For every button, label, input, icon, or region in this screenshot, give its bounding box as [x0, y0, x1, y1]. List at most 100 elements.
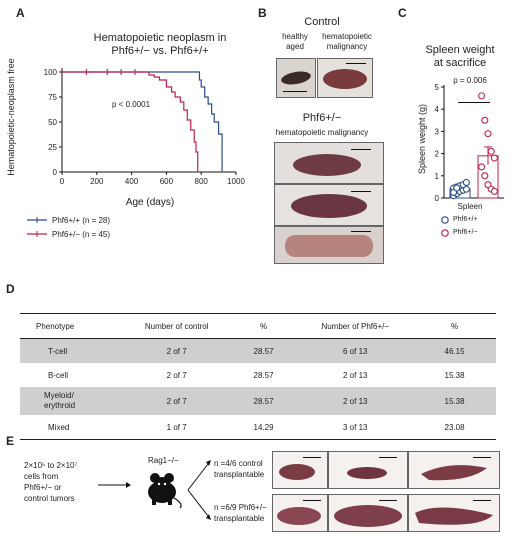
- data-point: [490, 154, 498, 162]
- malig-label-line: malignancy: [326, 42, 368, 51]
- scale-bar: [351, 191, 371, 192]
- cell-source-text: 2×10⁵ to 2×10⁷ cells from Phf6+/− or con…: [24, 460, 77, 504]
- arrow-to-mouse-icon: [98, 482, 131, 488]
- cell-phenotype-line: erythroid: [44, 401, 76, 410]
- cell-het: 2 of 13: [297, 387, 414, 415]
- data-point: [490, 187, 498, 195]
- scale-bar: [351, 149, 371, 150]
- table-row: Myeloid/ erythroid 2 of 7 28.57 2 of 13 …: [20, 387, 496, 415]
- scale-bar: [283, 91, 307, 92]
- data-point: [462, 178, 470, 187]
- cell-phenotype-line: Myeloid/: [44, 391, 74, 400]
- cell-phenotype: Myeloid/ erythroid: [20, 387, 124, 415]
- cell-source-line: control tumors: [24, 494, 75, 503]
- header-pct2: %: [413, 313, 496, 339]
- data-point: [453, 184, 461, 192]
- phenotype-table: Phenotype Number of control % Number of …: [20, 313, 496, 440]
- cell-control: 2 of 7: [123, 387, 230, 415]
- control-malignant-spleen-photo: [317, 58, 373, 98]
- scale-bar: [303, 457, 321, 458]
- malig-label-line: hematopoietic: [322, 32, 372, 41]
- panel-a-label: A: [16, 6, 25, 20]
- cell-control: 2 of 7: [123, 338, 230, 363]
- data-point: [481, 172, 489, 180]
- spleen-chart-title: Spleen weight at sacrifice: [410, 44, 510, 70]
- data-point: [484, 130, 492, 138]
- scale-bar: [303, 500, 321, 501]
- het-subtitle: hematopoietic malignancy: [275, 128, 369, 137]
- km-title-line2: Phf6+/− vs. Phf6+/+: [111, 45, 209, 57]
- km-legend-label: Phf6+/+ (n = 28): [52, 215, 111, 225]
- km-title: Hematopoietic neoplasm in Phf6+/− vs. Ph…: [60, 32, 260, 58]
- het-spleen-photo-2: [274, 184, 384, 226]
- transplant-control-spleen-3: [408, 451, 500, 489]
- km-legend-label: Phf6+/− (n = 45): [52, 229, 111, 239]
- table-row: B-cell 2 of 7 28.57 2 of 13 15.38: [20, 363, 496, 387]
- cell-pct1: 28.57: [253, 370, 274, 380]
- panel-b-label: B: [258, 6, 267, 20]
- cell-control: 2 of 7: [166, 370, 187, 380]
- data-point: [478, 163, 486, 171]
- header-control: Number of control: [123, 313, 230, 339]
- cell-pct1: 28.57: [229, 387, 298, 415]
- cell-het: 6 of 13: [297, 338, 414, 363]
- y-tick-label: 3: [435, 127, 440, 136]
- y-tick-label: 50: [48, 118, 57, 127]
- x-tick-label: 600: [160, 177, 174, 186]
- km-title-line1: Hematopoietic neoplasm in: [93, 32, 227, 44]
- cell-het: 2 of 13: [343, 370, 368, 380]
- cell-pct2: 15.38: [444, 370, 465, 380]
- scale-bar: [379, 500, 397, 501]
- panel-d-label: D: [6, 282, 15, 296]
- x-tick-label: 400: [125, 177, 139, 186]
- y-tick-label: 2: [435, 150, 440, 159]
- km-legend-swatch: [27, 217, 47, 223]
- y-tick-label: 0: [435, 194, 440, 203]
- result-line: transplantable: [214, 470, 265, 479]
- y-tick-label: 5: [435, 83, 440, 92]
- het-transplant-result: n =6/9 Phf6+/− transplantable: [214, 502, 267, 524]
- km-legend-item: Phf6+/+ (n = 28): [26, 214, 110, 226]
- healthy-label-line: healthy: [282, 32, 308, 41]
- data-point: [478, 92, 486, 100]
- transplant-het-spleen-2: [328, 494, 408, 532]
- km-legend: Phf6+/+ (n = 28) Phf6+/− (n = 45): [26, 214, 110, 240]
- km-xlabel: Age (days): [125, 197, 175, 208]
- recipient-label: Rag1−/−: [148, 456, 179, 465]
- healthy-spleen-photo: [276, 58, 316, 98]
- result-line: transplantable: [214, 514, 265, 523]
- cell-phenotype: B-cell: [48, 370, 69, 380]
- control-title: Control: [304, 16, 340, 28]
- het-spleen-photo-1: [274, 142, 384, 184]
- scale-bar: [473, 500, 491, 501]
- result-line: n =4/6 control: [214, 459, 263, 468]
- cell-pct1: 14.29: [229, 415, 298, 440]
- km-legend-swatch: [27, 231, 47, 237]
- cell-source-line: cells from: [24, 472, 59, 481]
- spleen-legend-item: Phf6+/−: [440, 227, 478, 238]
- x-tick-label: 0: [60, 177, 65, 186]
- result-line: n =6/9 Phf6+/−: [214, 503, 267, 512]
- cell-source-line: 2×10⁵ to 2×10⁷: [24, 461, 78, 470]
- cell-pct2: 15.38: [413, 387, 496, 415]
- km-pvalue: p < 0.0001: [112, 100, 151, 109]
- y-tick-label: 25: [48, 143, 57, 152]
- y-tick-label: 75: [48, 93, 57, 102]
- spleen-legend: Phf6+/+ Phf6+/−: [440, 214, 478, 238]
- spleen-chart: 0 1 2 3 4 5: [435, 83, 504, 203]
- x-tick-label: 1000: [227, 177, 245, 186]
- spleen-xlabel: Spleen: [457, 202, 483, 211]
- cell-het: 3 of 13: [297, 415, 414, 440]
- scale-bar: [346, 63, 366, 64]
- control-malignancy-label: hematopoietic malignancy: [310, 32, 384, 52]
- table-header-row: Phenotype Number of control % Number of …: [20, 313, 496, 339]
- survival-curve: [62, 71, 223, 172]
- header-phenotype: Phenotype: [20, 313, 124, 339]
- y-tick-label: 1: [435, 172, 440, 181]
- x-tick-label: 800: [195, 177, 209, 186]
- cell-phenotype: Mixed: [20, 415, 124, 440]
- spleen-legend-label: Phf6+/+: [453, 216, 478, 223]
- control-transplant-result: n =4/6 control transplantable: [214, 458, 264, 480]
- scale-bar: [351, 231, 371, 232]
